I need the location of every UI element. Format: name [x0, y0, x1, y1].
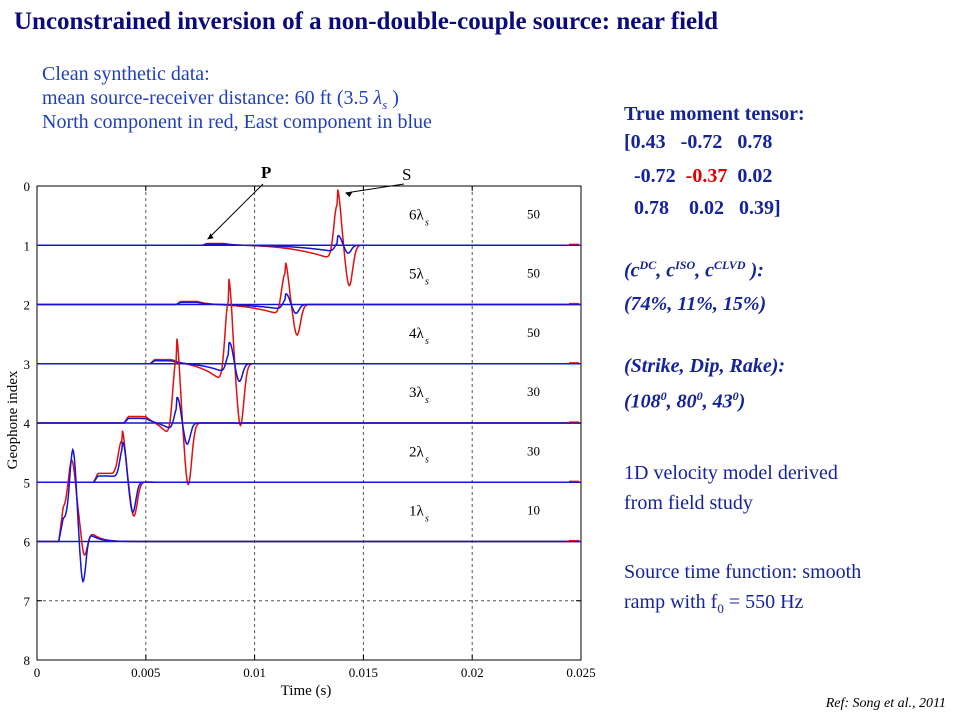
trace-distance-subscript: s — [425, 395, 429, 406]
annotation-p-label: P — [261, 163, 271, 182]
source-time-line-2: ramp with f0 = 550 Hz — [624, 591, 803, 617]
stf-subscript: 0 — [717, 601, 724, 616]
east-component-trace — [37, 234, 581, 254]
east-component-trace — [37, 441, 581, 514]
ratio-sep-2: , c — [695, 259, 715, 282]
trace-distance-subscript: s — [425, 277, 429, 288]
ratio-clvd: CLVD — [714, 258, 746, 272]
intro-line-2: mean source-receiver distance: 60 ft (3.… — [42, 87, 399, 113]
stf-suffix: = 550 Hz — [723, 591, 804, 613]
source-time-line-1: Source time function: smooth — [624, 561, 862, 583]
strike-value: (108 — [624, 390, 661, 413]
degree-mark-1: 0 — [660, 389, 667, 403]
intro-line-2-prefix: mean source-receiver distance: 60 ft (3.… — [42, 87, 369, 109]
annotation-s-label: S — [402, 165, 411, 184]
y-tick-label: 4 — [24, 416, 31, 431]
intro-line-3: North component in red, East component i… — [42, 111, 432, 133]
moment-tensor-row-1: [0.43 -0.72 0.78 — [624, 131, 773, 153]
annotation-p-arrow — [207, 183, 264, 240]
ratio-dc: DC — [639, 258, 657, 272]
x-tick-label: 0.01 — [243, 665, 266, 680]
east-component-trace — [37, 341, 581, 382]
trace-value-label: 30 — [527, 384, 540, 399]
lambda-symbol: λ — [373, 87, 383, 109]
velocity-model-line-1: 1D velocity model derived — [624, 462, 838, 484]
trace-distance-label: 1λ — [409, 504, 425, 520]
annotation-p-arrowhead — [207, 233, 214, 240]
north-component-trace — [37, 278, 581, 427]
east-component-trace — [37, 293, 581, 315]
y-tick-label: 2 — [24, 298, 31, 313]
rake-value: , 43 — [702, 390, 733, 413]
dip-value: , 80 — [666, 390, 697, 413]
page-title: Unconstrained inversion of a non-double-… — [14, 8, 718, 35]
moment-tensor-highlight: -0.37 — [685, 165, 728, 187]
moment-tensor-row-3: 0.78 0.02 0.39] — [624, 197, 781, 219]
x-tick-label: 0 — [34, 665, 41, 680]
trace-value-label: 50 — [527, 206, 540, 221]
moment-tensor-row-2-a: -0.72 — [624, 165, 686, 187]
y-tick-label: 5 — [24, 475, 31, 490]
north-component-trace — [37, 262, 581, 336]
degree-mark-3: 0 — [732, 389, 739, 403]
degree-mark-2: 0 — [696, 389, 703, 403]
x-axis-label: Time (s) — [281, 683, 332, 699]
intro-line-1: Clean synthetic data: — [42, 63, 210, 85]
trace-value-label: 50 — [527, 266, 540, 281]
annotation-s-arrow — [345, 183, 405, 194]
y-tick-label: 8 — [24, 653, 31, 668]
trace-distance-label: 3λ — [409, 385, 425, 401]
velocity-model-line-2: from field study — [624, 492, 753, 514]
trace-distance-subscript: s — [425, 514, 429, 525]
x-tick-label: 0.02 — [461, 665, 484, 680]
trace-value-label: 50 — [527, 325, 540, 340]
annotation-s-arrowhead — [345, 191, 353, 197]
ratio-iso: ISO — [675, 258, 696, 272]
trace-distance-label: 6λ — [409, 207, 425, 223]
north-component-trace — [37, 338, 581, 486]
y-tick-label: 7 — [24, 594, 31, 609]
x-tick-label: 0.025 — [566, 665, 595, 680]
ratio-close: ): — [745, 259, 764, 282]
trace-distance-label: 5λ — [409, 267, 425, 283]
stf-prefix: ramp with f — [624, 591, 718, 613]
moment-tensor-heading: True moment tensor: — [624, 103, 805, 125]
trace-value-label: 30 — [527, 443, 540, 458]
y-tick-label: 1 — [24, 238, 31, 253]
x-tick-label: 0.005 — [131, 665, 160, 680]
reference-note: Ref: Song et al., 2011 — [825, 696, 946, 711]
lambda-subscript: s — [382, 97, 388, 112]
moment-tensor-row-2: -0.72 -0.37 0.02 — [624, 165, 772, 188]
trace-value-label: 10 — [527, 503, 540, 518]
trace-distance-subscript: s — [425, 217, 429, 228]
intro-line-2-suffix: ) — [392, 87, 399, 109]
sdr-close: ) — [738, 390, 746, 413]
strike-dip-rake-values: (1080, 800, 430) — [624, 389, 745, 414]
x-tick-label: 0.015 — [349, 665, 378, 680]
strike-dip-rake-label: (Strike, Dip, Rake): — [624, 355, 786, 377]
trace-distance-label: 4λ — [409, 326, 425, 342]
trace-distance-subscript: s — [425, 454, 429, 465]
ratio-sep-1: , c — [656, 259, 676, 282]
north-component-trace — [37, 430, 581, 518]
east-component-trace — [37, 447, 581, 583]
north-component-trace — [37, 189, 581, 287]
y-axis-label: Geophone index — [5, 370, 21, 469]
east-component-trace — [37, 396, 581, 446]
y-tick-label: 3 — [24, 357, 31, 372]
ratio-open: (c — [624, 259, 640, 282]
ratio-values: (74%, 11%, 15%) — [624, 293, 767, 315]
moment-tensor-row-2-b: 0.02 — [727, 165, 773, 187]
trace-distance-label: 2λ — [409, 444, 425, 460]
y-tick-label: 0 — [24, 179, 31, 194]
y-tick-label: 6 — [24, 535, 31, 550]
ratio-label: (cDC, cISO, cCLVD ): — [624, 258, 764, 283]
trace-distance-subscript: s — [425, 336, 429, 347]
